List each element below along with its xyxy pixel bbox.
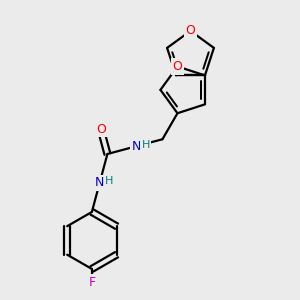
Text: O: O (186, 24, 195, 38)
Text: H: H (105, 176, 114, 187)
Text: O: O (96, 123, 106, 136)
Text: O: O (172, 60, 182, 73)
Text: F: F (88, 276, 95, 289)
Text: H: H (142, 140, 150, 150)
Text: N: N (132, 140, 141, 153)
Text: N: N (95, 176, 104, 190)
